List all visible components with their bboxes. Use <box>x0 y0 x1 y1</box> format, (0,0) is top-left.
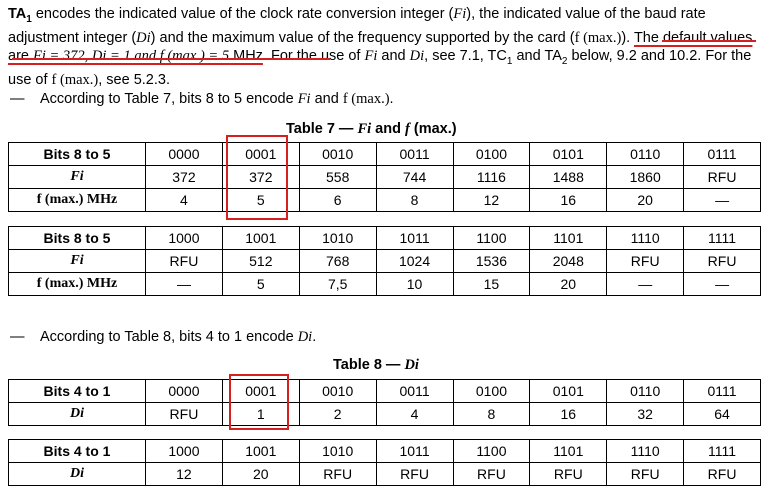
table7-caption: Table 7 — Fi and f (max.) <box>286 121 457 137</box>
table-row: Fi RFU 512 768 1024 1536 2048 RFU RFU <box>8 249 761 273</box>
red-underline-default-values <box>12 58 330 60</box>
bullet-table7: — According to Table 7, bits 8 to 5 encod… <box>10 91 394 107</box>
table7-block1: Bits 8 to 5 0000 0001 0010 0011 0100 0101 0110… <box>8 142 761 212</box>
table8-block2: Bits 4 to 1 1000 1001 1010 1011 1100 1101 1110… <box>8 439 761 486</box>
table-row: f (max.) MHz 4 5 6 8 12 16 20— <box>8 188 761 212</box>
table8-block1: Bits 4 to 1 0000 0001 0010 0011 0100 0101 0110… <box>8 379 761 426</box>
table-row: Di 12 20 RFU RFU RFU RFU RFU RFU <box>8 462 761 486</box>
red-box-table7-0001 <box>226 135 288 220</box>
table7-block2: Bits 8 to 5 1000 1001 1010 1011 1100 1101 1110… <box>8 226 761 296</box>
red-box-table8-0001 <box>229 374 289 430</box>
table-row: Bits 8 to 5 1000 1001 1010 1011 1100 1101 1110… <box>8 226 761 250</box>
bullet-table8: — According to Table 8, bits 4 to 1 encod… <box>10 329 317 345</box>
table-row: Bits 4 to 1 1000 1001 1010 1011 1100 1101 1110… <box>8 439 761 463</box>
intro-paragraph: TA1 encodes the indicated value of the c… <box>8 6 753 88</box>
table-row: Di RFU 1 2 4 8 16 32 64 <box>8 402 761 426</box>
table-row: f (max.) MHz —5 7,5 10 15 20— — <box>8 272 761 296</box>
table-row: Bits 4 to 1 0000 0001 0010 0011 0100 0101 0110… <box>8 379 761 403</box>
table8-caption: Table 8 — Di <box>333 357 419 373</box>
table-row: Fi 372 372 558 744 1116 1488 1860 RFU <box>8 165 761 189</box>
red-underline-the-default <box>662 40 756 42</box>
table-row: Bits 8 to 5 0000 0001 0010 0011 0100 0101 0110… <box>8 142 761 166</box>
